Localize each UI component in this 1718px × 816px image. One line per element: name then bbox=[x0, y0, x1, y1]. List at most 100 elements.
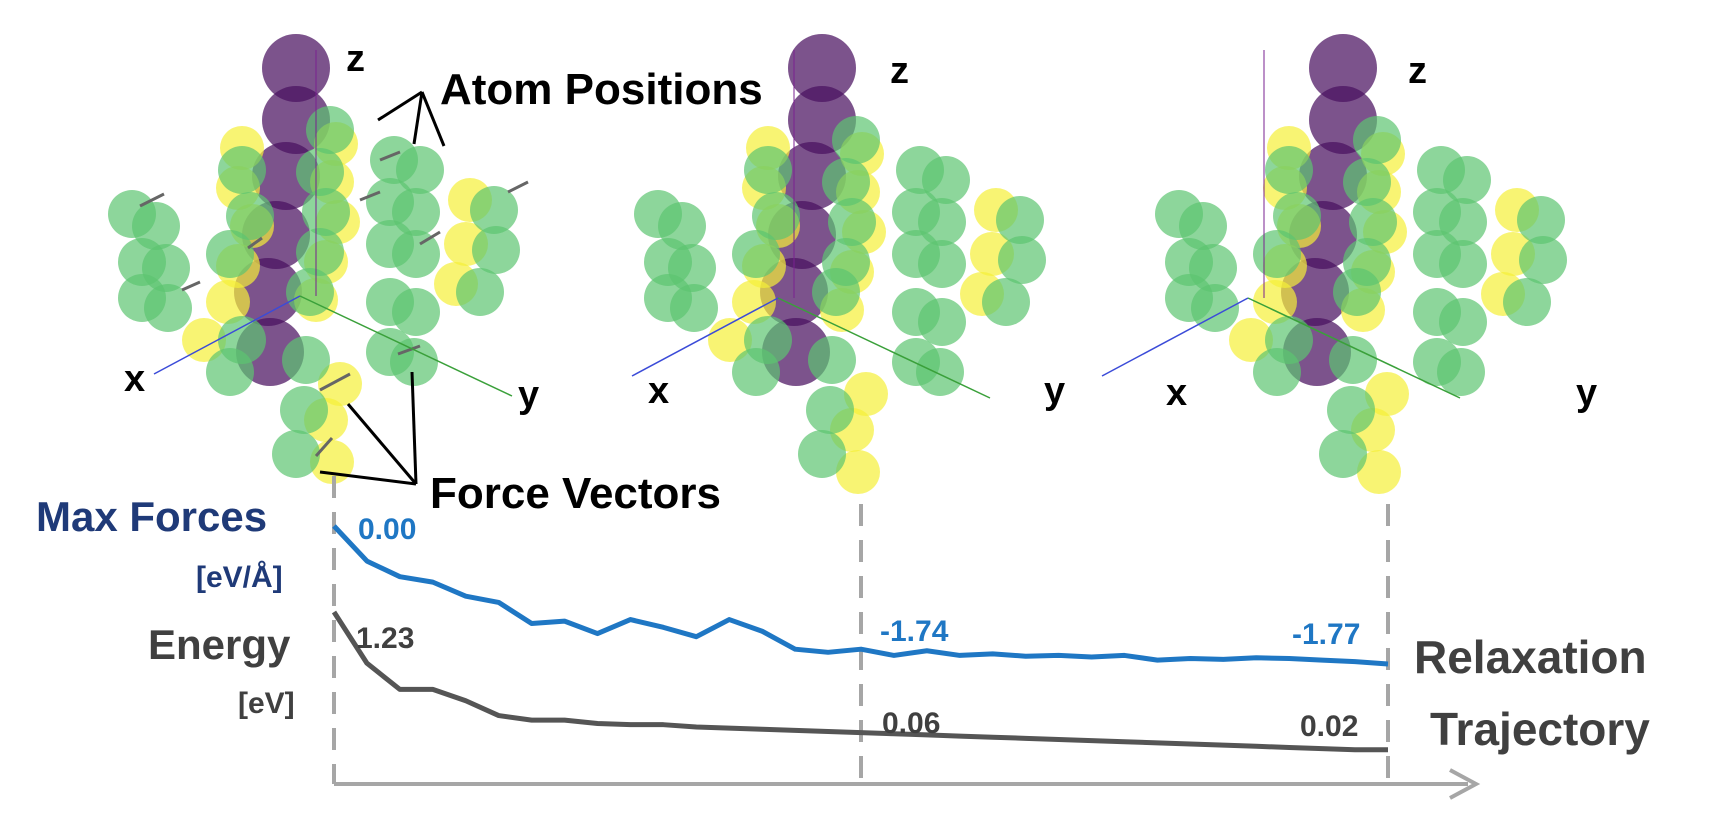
yellow-atom bbox=[844, 372, 888, 416]
y-axis-line bbox=[777, 297, 991, 399]
atom-pointer bbox=[412, 91, 424, 145]
axis-y-label-1: y bbox=[518, 374, 540, 416]
green-atom bbox=[822, 158, 870, 206]
green-atom bbox=[918, 198, 966, 246]
green-atom bbox=[1343, 158, 1391, 206]
trajectory-curves bbox=[331, 524, 1389, 753]
green-atom bbox=[456, 268, 504, 316]
green-atom bbox=[470, 186, 518, 234]
green-atom bbox=[206, 348, 254, 396]
atom-pointer bbox=[420, 91, 446, 147]
green-atom bbox=[392, 288, 440, 336]
green-atom bbox=[1191, 284, 1239, 332]
x-axis-line bbox=[1101, 297, 1249, 377]
green-atom bbox=[1349, 198, 1397, 246]
green-atom bbox=[392, 230, 440, 278]
green-atom bbox=[1503, 278, 1551, 326]
green-atom bbox=[132, 202, 180, 250]
green-atom bbox=[296, 148, 344, 196]
green-atom bbox=[206, 230, 254, 278]
green-atom bbox=[1439, 240, 1487, 288]
green-atom bbox=[1319, 430, 1367, 478]
green-atom bbox=[752, 192, 800, 240]
force-vector bbox=[139, 192, 165, 208]
force-pointer bbox=[319, 470, 417, 486]
force-vector bbox=[507, 180, 529, 194]
green-atom bbox=[1265, 146, 1313, 194]
green-atom bbox=[798, 430, 846, 478]
axis-y-label-2: y bbox=[1044, 370, 1066, 412]
energy-label: Energy bbox=[148, 621, 291, 668]
green-atom bbox=[1333, 268, 1381, 316]
green-atom bbox=[390, 338, 438, 386]
green-atom bbox=[732, 230, 780, 278]
green-atom bbox=[732, 348, 780, 396]
yellow-atom bbox=[182, 318, 226, 362]
green-atom bbox=[670, 284, 718, 332]
energy-value-1: 1.23 bbox=[356, 622, 415, 655]
y-axis-line bbox=[299, 295, 513, 397]
green-atom bbox=[396, 146, 444, 194]
yellow-atom bbox=[1229, 318, 1273, 362]
molecule-axes bbox=[153, 50, 1461, 399]
force-vector bbox=[314, 437, 334, 457]
yellow-atom bbox=[1357, 450, 1401, 494]
max-forces-label: Max Forces bbox=[36, 493, 268, 540]
green-atom bbox=[272, 430, 320, 478]
green-atom bbox=[806, 386, 854, 434]
purple-atom bbox=[262, 34, 330, 102]
x-axis-line bbox=[631, 297, 779, 377]
green-atom bbox=[226, 192, 274, 240]
green-atom bbox=[1439, 298, 1487, 346]
force-vector bbox=[319, 372, 351, 392]
axis-z-label-2: z bbox=[890, 50, 909, 92]
force-vector bbox=[181, 280, 201, 292]
green-atom bbox=[996, 196, 1044, 244]
y-axis-line bbox=[1247, 297, 1461, 399]
green-atom bbox=[1253, 230, 1301, 278]
green-atom bbox=[658, 202, 706, 250]
yellow-atom bbox=[732, 280, 776, 324]
purple-atom bbox=[788, 34, 856, 102]
max-forces-unit: [eV/Å] bbox=[196, 561, 283, 594]
green-atom bbox=[832, 116, 880, 164]
green-atom bbox=[296, 228, 344, 276]
green-atom bbox=[744, 146, 792, 194]
molecule-snapshot-2 bbox=[634, 34, 1046, 494]
force-vectors-label: Force Vectors bbox=[430, 469, 722, 518]
green-atom bbox=[1519, 236, 1567, 284]
green-atom bbox=[1253, 348, 1301, 396]
force-vector bbox=[419, 230, 441, 246]
green-atom bbox=[982, 278, 1030, 326]
green-atom bbox=[1273, 192, 1321, 240]
annotation-pointers bbox=[319, 90, 446, 486]
trajectory-arrowhead bbox=[1449, 768, 1481, 800]
green-atom bbox=[472, 226, 520, 274]
axis-x-label-1: x bbox=[124, 358, 146, 400]
green-atom bbox=[828, 198, 876, 246]
force-pointer bbox=[410, 371, 418, 485]
yellow-atom bbox=[206, 280, 250, 324]
green-atom bbox=[1179, 202, 1227, 250]
green-atom bbox=[1329, 336, 1377, 384]
green-atom bbox=[918, 240, 966, 288]
axis-x-label-2: x bbox=[648, 370, 670, 412]
green-atom bbox=[808, 336, 856, 384]
force-vector bbox=[379, 150, 401, 162]
energy-unit: [eV] bbox=[238, 687, 295, 720]
green-atom bbox=[918, 298, 966, 346]
atom-positions-label: Atom Positions bbox=[440, 65, 763, 114]
green-atom bbox=[280, 386, 328, 434]
yellow-atom bbox=[1365, 372, 1409, 416]
green-atom bbox=[812, 268, 860, 316]
energy-value-3: 0.02 bbox=[1300, 710, 1359, 743]
yellow-atom bbox=[318, 362, 362, 406]
green-atom bbox=[282, 336, 330, 384]
force-vector bbox=[359, 190, 381, 202]
purple-atom bbox=[1309, 34, 1377, 102]
forces-value-1: 0.00 bbox=[358, 513, 417, 546]
green-atom bbox=[306, 106, 354, 154]
axis-z-label-3: z bbox=[1408, 50, 1427, 92]
green-atom bbox=[916, 348, 964, 396]
